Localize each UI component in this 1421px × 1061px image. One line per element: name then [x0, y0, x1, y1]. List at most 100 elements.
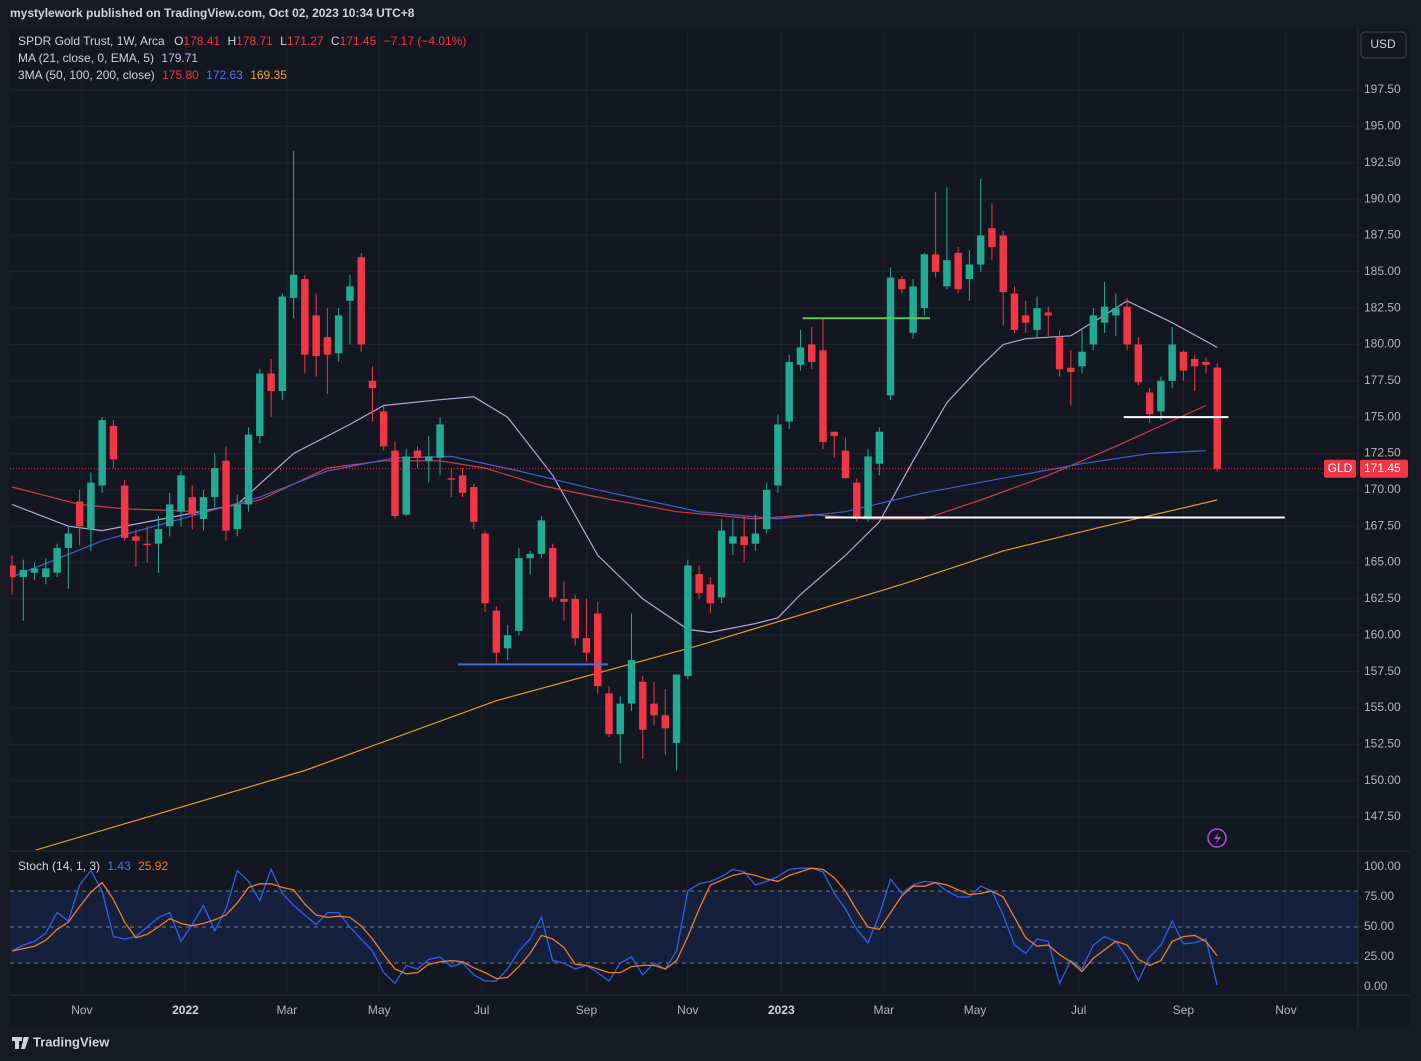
- legend-l-label: L: [280, 34, 287, 48]
- chart-area: [10, 28, 1410, 1028]
- legend-h-label: H: [227, 34, 236, 48]
- candle-body: [943, 260, 951, 287]
- candle-body: [920, 254, 929, 309]
- y-tick-label: 175.00: [1364, 409, 1401, 423]
- y-tick-label: 190.00: [1364, 191, 1401, 205]
- candle-body: [143, 543, 151, 546]
- candle-body: [42, 568, 50, 578]
- stoch-tick-label: 75.00: [1364, 889, 1394, 903]
- stoch-pane: [10, 867, 1358, 986]
- y-tick-label: 177.50: [1364, 373, 1401, 387]
- candle-body: [244, 434, 253, 505]
- candle-body: [1168, 344, 1176, 381]
- legend-stoch-k: 1.43: [107, 859, 131, 873]
- candle-body: [75, 501, 84, 527]
- candle-body: [1089, 315, 1098, 345]
- y-tick-label: 182.50: [1364, 300, 1401, 314]
- stoch-tick-label: 50.00: [1364, 919, 1394, 933]
- x-tick-label: May: [964, 1003, 987, 1017]
- candle-body: [64, 533, 73, 549]
- candle-body: [560, 598, 568, 602]
- candle-body: [1033, 308, 1041, 330]
- x-tick-label: Sep: [576, 1003, 598, 1017]
- y-tick-label: 147.50: [1364, 809, 1401, 823]
- candle-body: [830, 431, 838, 437]
- candle-body: [334, 315, 343, 354]
- legend-stoch: Stoch (14, 1, 3) 1.43 25.92: [18, 859, 168, 873]
- candle-body: [684, 565, 692, 676]
- candle-body: [898, 279, 906, 290]
- candle-body: [165, 504, 174, 527]
- x-tick-label: Jul: [1071, 1003, 1086, 1017]
- currency-button[interactable]: [1360, 31, 1407, 59]
- candle-body: [368, 380, 377, 389]
- x-tick-label: May: [368, 1003, 391, 1017]
- candle-body: [605, 693, 613, 735]
- legend-3ma: 3MA (50, 100, 200, close) 175.80 172.63 …: [18, 68, 287, 82]
- candle-body: [233, 504, 242, 530]
- axes: 147.50 150.00 152.50 155.00 157.50 160.00 162.…: [71, 82, 1408, 1017]
- candle-body: [177, 475, 185, 512]
- candle-body: [672, 674, 681, 743]
- candle-body: [548, 548, 557, 598]
- candle-body: [740, 536, 748, 546]
- candle-body: [120, 485, 129, 538]
- candle-body: [10, 565, 16, 578]
- candle-body: [515, 558, 523, 631]
- candle-body: [425, 456, 433, 461]
- y-tick-label: 165.00: [1364, 555, 1401, 569]
- candle-body: [413, 450, 422, 458]
- candle-body: [650, 703, 658, 716]
- candle-body: [267, 373, 275, 392]
- candle-body: [1190, 359, 1199, 367]
- y-tick-label: 162.50: [1364, 591, 1401, 605]
- legend-stoch-d: 25.92: [138, 859, 168, 873]
- candle-body: [1112, 308, 1120, 316]
- y-tick-label: 170.00: [1364, 482, 1401, 496]
- candle-body: [774, 424, 782, 486]
- lightning-icon[interactable]: [1207, 828, 1227, 848]
- candle-body: [1202, 361, 1210, 365]
- symbol-tag-bg: [1324, 459, 1356, 478]
- candle-body: [1067, 367, 1075, 373]
- price-tag: 171.45: [1364, 461, 1401, 475]
- price-pane: [10, 151, 1358, 850]
- candle-body: [481, 533, 489, 604]
- candle-body: [841, 450, 850, 479]
- x-tick-label: Jul: [474, 1003, 489, 1017]
- candle-body: [98, 420, 106, 486]
- candle-body: [19, 569, 28, 578]
- legend-ma-name: MA (21, close, 0, EMA, 5): [18, 51, 154, 65]
- legend-o-label: O: [174, 34, 183, 48]
- tv-logo-dot: [23, 1037, 27, 1041]
- candle-body: [582, 638, 591, 653]
- candle-body: [301, 279, 309, 355]
- y-tick-label: 155.00: [1364, 700, 1401, 714]
- x-tick-label: 2023: [768, 1003, 795, 1017]
- y-tick-label: 192.50: [1364, 155, 1401, 169]
- legend-l: 171.27: [287, 34, 324, 48]
- legend-main: SPDR Gold Trust, 1W, Arca O178.41 H178.7…: [18, 34, 466, 48]
- x-tick-label: Nov: [677, 1003, 698, 1017]
- candle-body: [346, 286, 354, 301]
- candle-body: [717, 530, 726, 598]
- candle-body: [706, 584, 715, 604]
- candle-body: [1100, 306, 1109, 323]
- candle-body: [661, 715, 670, 729]
- candle-body: [796, 347, 805, 365]
- currency-label[interactable]: USD: [1370, 37, 1396, 51]
- candle-body: [199, 497, 208, 519]
- candle-body: [211, 468, 219, 498]
- candle-body: [526, 553, 534, 559]
- candle-body: [470, 486, 478, 522]
- legend-ma50: 175.80: [162, 68, 199, 82]
- candle-body: [436, 424, 444, 458]
- candle-body: [380, 411, 388, 447]
- header: mystylework published on TradingView.com…: [10, 6, 415, 20]
- legend-change: −7.17 (−4.01%): [384, 34, 467, 48]
- candle-body: [87, 482, 95, 530]
- candle-body: [931, 254, 940, 272]
- y-tick-label: 195.00: [1364, 119, 1401, 133]
- candle-body: [808, 344, 816, 362]
- candle-body: [188, 497, 196, 515]
